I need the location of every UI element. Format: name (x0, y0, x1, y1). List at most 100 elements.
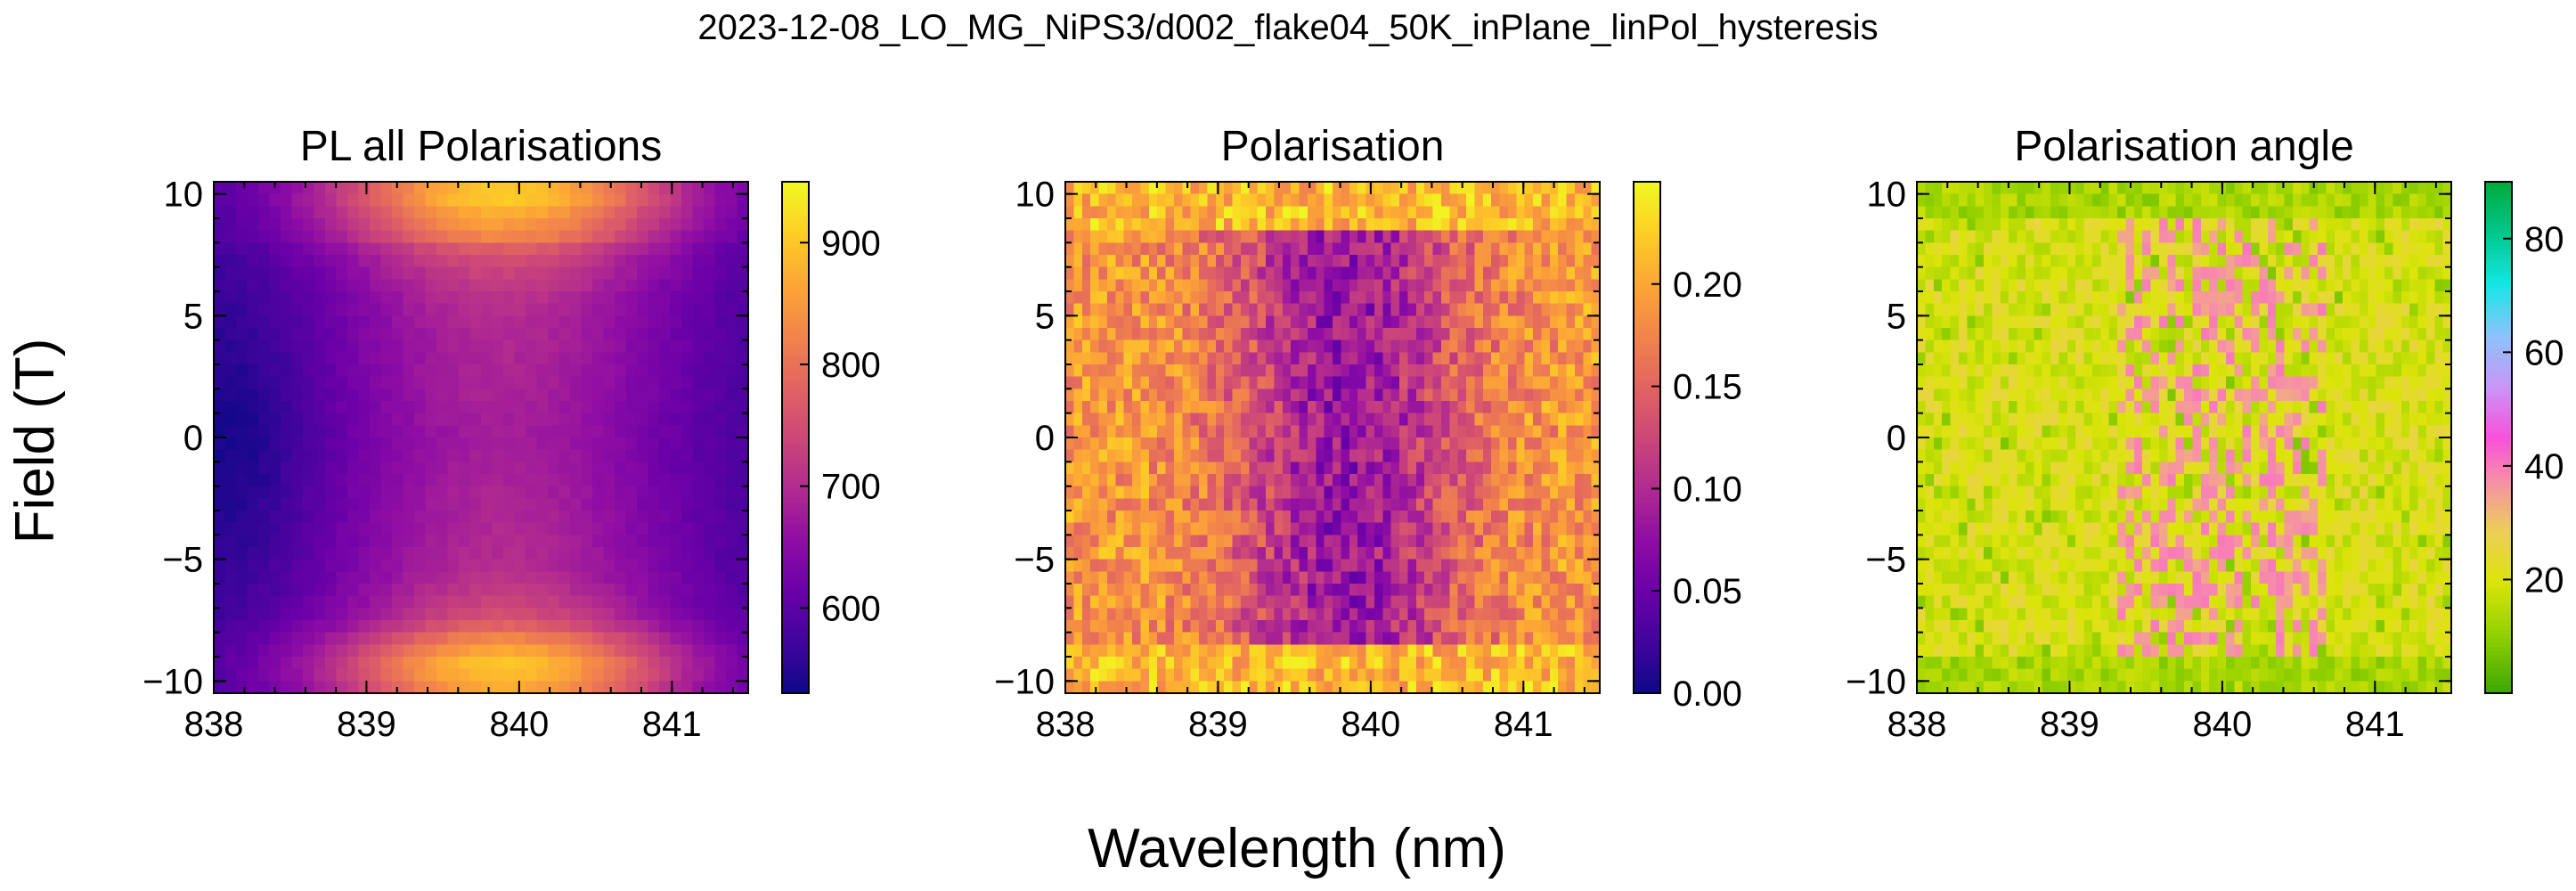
heatmap-cell (1341, 255, 1350, 268)
heatmap-cell (224, 462, 237, 475)
heatmap-cell (1382, 474, 1392, 487)
heatmap-cell (1558, 266, 1568, 280)
heatmap-cell (1081, 559, 1091, 572)
heatmap-cell (1266, 681, 1275, 694)
heatmap-cell (392, 511, 404, 524)
heatmap-cell (325, 206, 338, 219)
heatmap-cell (1507, 401, 1517, 414)
heatmap-cell (1558, 425, 1568, 438)
heatmap-cell (392, 559, 404, 572)
heatmap-cell (1090, 511, 1100, 524)
heatmap-cell (247, 608, 259, 621)
heatmap-cell (414, 328, 427, 341)
heatmap-cell (704, 328, 716, 341)
heatmap-cell (1291, 474, 1300, 487)
heatmap-cell (615, 449, 627, 462)
heatmap-cell (1307, 462, 1317, 475)
heatmap-cell (570, 486, 583, 499)
heatmap-cell (1566, 193, 1576, 207)
heatmap-cell (637, 437, 649, 451)
heatmap-cell (714, 559, 727, 572)
heatmap-cell (258, 657, 271, 670)
heatmap-cell (1115, 571, 1125, 584)
heatmap-cell (358, 376, 371, 389)
heatmap-cell (615, 401, 627, 414)
heatmap-cell (1215, 474, 1225, 487)
heatmap-cell (403, 620, 415, 634)
heatmap-cell (1424, 474, 1434, 487)
heatmap-cell (1574, 584, 1584, 597)
heatmap-cell (704, 266, 716, 280)
heatmap-cell (1240, 388, 1250, 402)
heatmap-cell (325, 401, 338, 414)
heatmap-cell (1407, 511, 1417, 524)
heatmap-cell (469, 522, 482, 535)
heatmap-cell (1407, 535, 1417, 548)
heatmap-cell (503, 511, 516, 524)
heatmap-cell (1365, 535, 1375, 548)
heatmap-cell (681, 315, 694, 329)
heatmap-cell (1148, 584, 1158, 597)
heatmap-cell (392, 339, 404, 353)
heatmap-cell (1291, 437, 1300, 451)
heatmap-cell (1199, 644, 1208, 658)
heatmap-cell (1316, 364, 1325, 378)
heatmap-cell (1207, 547, 1217, 560)
heatmap-cell (1224, 498, 1234, 511)
heatmap-cell (548, 352, 560, 365)
heatmap-cell (1081, 291, 1091, 305)
heatmap-cell (1407, 474, 1417, 487)
heatmap-cell (1507, 632, 1517, 645)
heatmap-cell (637, 486, 649, 499)
heatmap-cell (1115, 462, 1125, 475)
heatmap-cell (536, 449, 549, 462)
heatmap-cell (1432, 595, 1442, 609)
heatmap-cell (1249, 608, 1259, 621)
heatmap-cell (637, 388, 649, 402)
heatmap-cell (1257, 182, 1267, 195)
heatmap-cell (1157, 328, 1167, 341)
heatmap-cell (1516, 620, 1526, 634)
heatmap-cell (1466, 668, 1475, 682)
heatmap-cell (1516, 352, 1526, 365)
heatmap-cell (1299, 218, 1308, 232)
heatmap-cell (1157, 498, 1167, 511)
heatmap-cell (224, 303, 237, 316)
heatmap-cell (692, 498, 705, 511)
heatmap-cell (1440, 230, 1450, 243)
heatmap-cell (1249, 681, 1259, 694)
heatmap-cell (625, 352, 638, 365)
heatmap-cell (1249, 206, 1259, 219)
heatmap-cell (1316, 522, 1325, 535)
heatmap-cell (1148, 413, 1158, 426)
heatmap-cell (1516, 279, 1526, 292)
heatmap-cell (358, 462, 371, 475)
heatmap-cell (704, 182, 716, 195)
heatmap-cell (1482, 413, 1492, 426)
heatmap-cell (1374, 315, 1383, 329)
heatmap-cell (425, 632, 437, 645)
heatmap-cell (1106, 303, 1116, 316)
heatmap-cell (625, 413, 638, 426)
heatmap-cell (1341, 522, 1350, 535)
heatmap-cell (325, 522, 338, 535)
heatmap-cell (548, 279, 560, 292)
heatmap-cell (1357, 668, 1367, 682)
heatmap-cell (314, 584, 326, 597)
heatmap-cell (414, 535, 427, 548)
heatmap-cell (1474, 498, 1484, 511)
heatmap-cell (615, 266, 627, 280)
heatmap-cell (1324, 255, 1333, 268)
heatmap-cell (425, 218, 437, 232)
heatmap-cell (1583, 462, 1593, 475)
heatmap-cell (281, 315, 293, 329)
heatmap-cell (681, 218, 694, 232)
heatmap-cell (1132, 657, 1141, 670)
heatmap-cell (447, 657, 460, 670)
heatmap-cell (1499, 608, 1509, 621)
heatmap-cell (558, 449, 571, 462)
heatmap-cell (1106, 498, 1116, 511)
heatmap-cell (247, 352, 259, 365)
heatmap-cell (1132, 401, 1141, 414)
heatmap-cell (1399, 437, 1408, 451)
